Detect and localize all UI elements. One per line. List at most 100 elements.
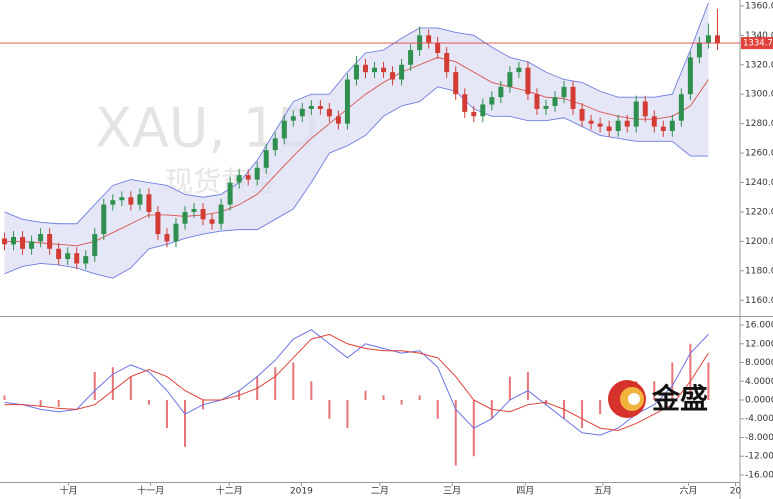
macd-bar (328, 400, 331, 419)
last-price-box (741, 37, 773, 50)
candle-body (344, 79, 350, 124)
candle-body (606, 126, 612, 132)
macd-bar (400, 400, 403, 405)
logo-mark (628, 393, 640, 405)
macd-bar (57, 400, 60, 408)
candle-body (362, 64, 368, 73)
candle-body (714, 35, 720, 44)
candle-body (20, 236, 26, 249)
candle-body (669, 120, 675, 132)
candle-body (308, 105, 314, 109)
x-tick-label: 五月 (594, 486, 612, 497)
candle-body (164, 234, 170, 242)
candle-body (498, 86, 504, 98)
x-tick-label: 2019 (290, 487, 313, 497)
candle-body (146, 194, 152, 212)
y-tick-label: 1360.00 (745, 1, 773, 11)
candle-body (516, 67, 522, 73)
y-tick-label: 1320.00 (745, 60, 773, 70)
candle-body (218, 204, 224, 224)
candle-body (83, 256, 89, 264)
macd-bar (310, 381, 313, 400)
candle-body (326, 108, 332, 117)
macd-bar (382, 395, 385, 400)
candle-body (119, 197, 125, 201)
macd-bar (93, 371, 96, 400)
y-tick-label: 1220.00 (745, 207, 773, 217)
candle-body (534, 94, 540, 109)
macd-bar (3, 395, 6, 400)
x-tick-label: 十一月 (137, 485, 164, 497)
candle-body (408, 50, 414, 65)
y-tick-label: 1180.00 (745, 266, 773, 276)
x-tick-label: 六月 (680, 485, 698, 497)
candle-body (561, 86, 567, 98)
candle-body (281, 120, 287, 139)
candle-body (209, 219, 215, 224)
macd-bar (581, 400, 584, 429)
candle-body (444, 52, 450, 73)
candle-body (38, 234, 44, 242)
candle-body (173, 223, 179, 242)
x-tick-label: 20 (730, 487, 742, 497)
candle-body (335, 116, 341, 124)
macd-bar (418, 395, 421, 400)
candle-body (372, 67, 378, 73)
y-tick-label: 1280.00 (745, 119, 773, 129)
macd-bar (454, 400, 457, 466)
band-middle (4, 56, 709, 247)
candle-body (615, 120, 621, 132)
candle-body (245, 175, 251, 180)
candle-body (552, 97, 558, 106)
candle-body (110, 200, 116, 205)
last-price-label: 1334.73 (743, 39, 773, 49)
y-tick-label: 1160.00 (745, 296, 773, 306)
macd-bar (671, 362, 674, 400)
band-lower (4, 86, 709, 279)
macd-bar (599, 400, 602, 415)
candle-body (299, 108, 305, 117)
candle-body (200, 209, 206, 220)
macd-bar (39, 400, 42, 408)
macd-bar (653, 381, 656, 400)
candle-body (290, 116, 296, 121)
y-tick-label: 1240.00 (745, 178, 773, 188)
macd-bar (129, 376, 132, 400)
macd-bar (689, 343, 692, 400)
candle-body (624, 120, 630, 127)
macd-bar (508, 376, 511, 400)
candle-body (56, 248, 62, 260)
macd-bar (184, 400, 186, 447)
candle-body (471, 111, 477, 117)
candle-body (453, 72, 459, 95)
x-tick-label: 十月 (60, 485, 78, 497)
candle-body (137, 194, 143, 205)
y-tick-label: 1300.00 (745, 90, 773, 100)
y-tick-label: 1340.00 (745, 31, 773, 41)
y-tick-label: 1200.00 (745, 237, 773, 247)
candle-body (2, 238, 8, 245)
candle-body (101, 204, 107, 235)
macd-bar (165, 400, 168, 429)
logo: 金盛 (608, 380, 708, 418)
candle-body (254, 167, 260, 180)
candle-body (480, 104, 486, 117)
candle-body (11, 236, 17, 245)
candle-body (570, 86, 576, 109)
candle-body (74, 253, 80, 264)
candle-body (705, 35, 711, 43)
candle-body (317, 105, 323, 109)
candle-body (678, 94, 684, 121)
candle-body (597, 123, 603, 127)
x-tick-label: 三月 (443, 486, 461, 497)
